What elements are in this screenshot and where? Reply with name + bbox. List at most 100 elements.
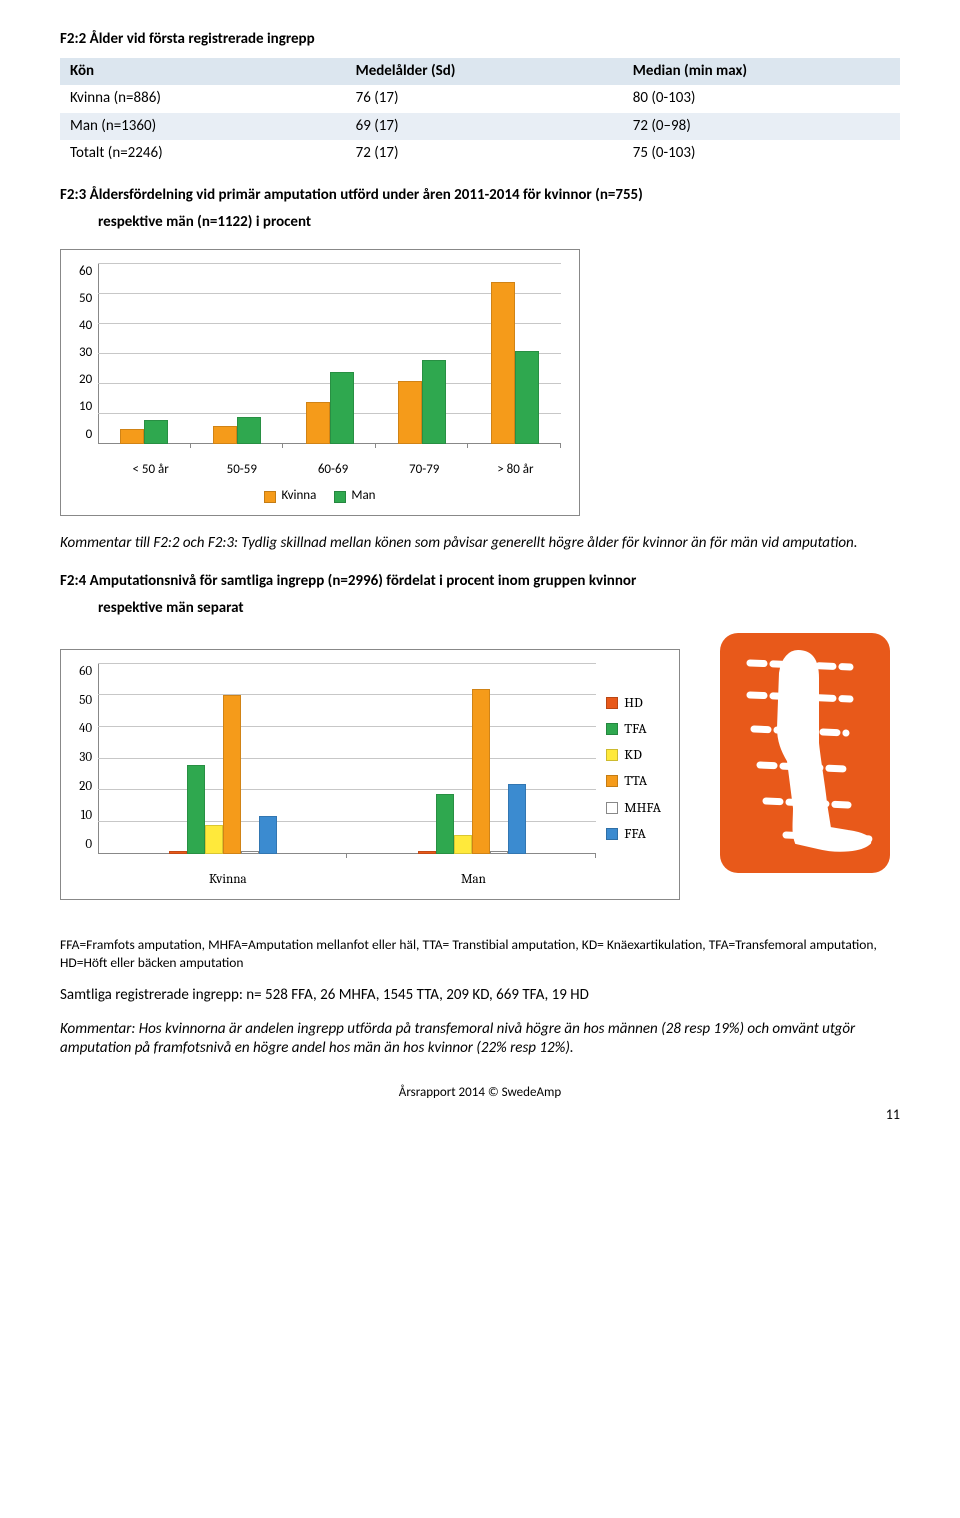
- legend-swatch: [264, 491, 276, 503]
- legend-item: TTA: [606, 772, 661, 790]
- bar: [418, 851, 436, 854]
- f22-title: F2:2 Ålder vid första registrerade ingre…: [60, 30, 900, 50]
- legend-item: Man: [334, 488, 375, 505]
- legend-label: MHFA: [624, 799, 661, 817]
- cell: Totalt (n=2246): [60, 140, 346, 168]
- legend-label: TTA: [624, 772, 647, 790]
- bar: [237, 417, 261, 444]
- y-tick-label: 10: [79, 399, 92, 416]
- legend-swatch: [606, 828, 618, 840]
- bar: [490, 851, 508, 854]
- bar: [223, 695, 241, 853]
- f23-chart: 6050403020100 < 50 år50-5960-6970-79> 80…: [60, 249, 580, 517]
- bar: [515, 351, 539, 444]
- bar: [398, 381, 422, 444]
- bar: [508, 784, 526, 854]
- y-tick-label: 60: [79, 664, 92, 681]
- y-tick-label: 40: [79, 318, 92, 335]
- bar: [169, 851, 187, 854]
- bar: [187, 765, 205, 854]
- cell: 72 (17): [346, 140, 623, 168]
- x-tick-label: Man: [351, 872, 597, 889]
- legend-item: Kvinna: [264, 488, 316, 505]
- y-tick-label: 50: [79, 291, 92, 308]
- bar: [330, 372, 354, 444]
- table-row: Kvinna (n=886) 76 (17) 80 (0-103): [60, 85, 900, 113]
- legend-label: FFA: [624, 825, 646, 843]
- f23-title-line1: F2:3 Åldersfördelning vid primär amputat…: [60, 186, 900, 206]
- cell: 75 (0-103): [623, 140, 900, 168]
- legend-label: Man: [351, 488, 375, 505]
- legend-swatch: [606, 723, 618, 735]
- y-tick-label: 20: [79, 779, 92, 796]
- bar: [306, 402, 330, 444]
- table-row: Man (n=1360) 69 (17) 72 (0–98): [60, 113, 900, 141]
- y-tick-label: 40: [79, 721, 92, 738]
- bar: [259, 816, 277, 854]
- y-tick-label: 50: [79, 693, 92, 710]
- plot-area: [98, 664, 596, 854]
- y-tick-label: 60: [79, 264, 92, 281]
- cell: 69 (17): [346, 113, 623, 141]
- col-header: Kön: [60, 58, 346, 86]
- legend-item: FFA: [606, 825, 661, 843]
- x-tick-label: > 80 år: [470, 462, 561, 479]
- legend-swatch: [606, 775, 618, 787]
- f24-title-line2: respektive män separat: [60, 599, 900, 619]
- y-tick-label: 30: [79, 750, 92, 767]
- legend-label: HD: [624, 694, 643, 712]
- x-tick-label: < 50 år: [105, 462, 196, 479]
- x-axis-labels: KvinnaMan: [79, 872, 596, 889]
- page-number: 11: [60, 1106, 900, 1124]
- leg-amputation-diagram: [720, 633, 890, 873]
- y-tick-label: 30: [79, 345, 92, 362]
- f24-comment: Kommentar: Hos kvinnorna är andelen ingr…: [60, 1020, 900, 1059]
- cell: 72 (0–98): [623, 113, 900, 141]
- x-tick-label: 60-69: [287, 462, 378, 479]
- legend-swatch: [606, 749, 618, 761]
- f22-f23-comment: Kommentar till F2:2 och F2:3: Tydlig ski…: [60, 534, 900, 554]
- abbreviation-footnote: FFA=Framfots amputation, MHFA=Amputation…: [60, 936, 900, 972]
- table-row: Totalt (n=2246) 72 (17) 75 (0-103): [60, 140, 900, 168]
- y-tick-label: 0: [86, 427, 93, 444]
- f24-chart: 60 50 40 30 20 10 0 KvinnaMan HD TFA KD TTA MHFA FF…: [60, 649, 680, 900]
- legend-swatch: [606, 802, 618, 814]
- y-axis: 60 50 40 30 20 10 0: [79, 664, 98, 854]
- legend-swatch: [606, 697, 618, 709]
- summary-counts: Samtliga registrerade ingrepp: n= 528 FF…: [60, 986, 900, 1006]
- legend-label: Kvinna: [281, 488, 316, 505]
- bar: [436, 794, 454, 854]
- x-axis-labels: < 50 år50-5960-6970-79> 80 år: [79, 462, 561, 479]
- col-header: Median (min max): [623, 58, 900, 86]
- chart-legend: HD TFA KD TTA MHFA FFA: [606, 664, 661, 889]
- legend-label: KD: [624, 746, 642, 764]
- bar: [205, 825, 223, 854]
- x-tick-label: Kvinna: [105, 872, 351, 889]
- cell: 80 (0-103): [623, 85, 900, 113]
- x-tick-label: 70-79: [379, 462, 470, 479]
- cell: 76 (17): [346, 85, 623, 113]
- bar: [422, 360, 446, 444]
- y-axis: 6050403020100: [79, 264, 98, 444]
- legend-label: TFA: [624, 720, 646, 738]
- x-tick-label: 50-59: [196, 462, 287, 479]
- f24-title-line1: F2:4 Amputationsnivå för samtliga ingrep…: [60, 572, 900, 592]
- page-footer: Årsrapport 2014 © SwedeAmp: [60, 1085, 900, 1102]
- legend-swatch: [334, 491, 346, 503]
- y-tick-label: 10: [81, 808, 92, 825]
- legend-item: TFA: [606, 720, 661, 738]
- bar: [491, 282, 515, 444]
- cell: Man (n=1360): [60, 113, 346, 141]
- bar: [213, 426, 237, 444]
- y-tick-label: 0: [85, 837, 92, 854]
- legend-item: KD: [606, 746, 661, 764]
- col-header: Medelålder (Sd): [346, 58, 623, 86]
- f23-title-line2: respektive män (n=1122) i procent: [60, 213, 900, 233]
- bar: [454, 835, 472, 854]
- cell: Kvinna (n=886): [60, 85, 346, 113]
- f22-table: Kön Medelålder (Sd) Median (min max) Kvi…: [60, 58, 900, 168]
- legend-item: HD: [606, 694, 661, 712]
- plot-area: [98, 264, 561, 444]
- chart-legend: Kvinna Man: [79, 488, 561, 505]
- table-header-row: Kön Medelålder (Sd) Median (min max): [60, 58, 900, 86]
